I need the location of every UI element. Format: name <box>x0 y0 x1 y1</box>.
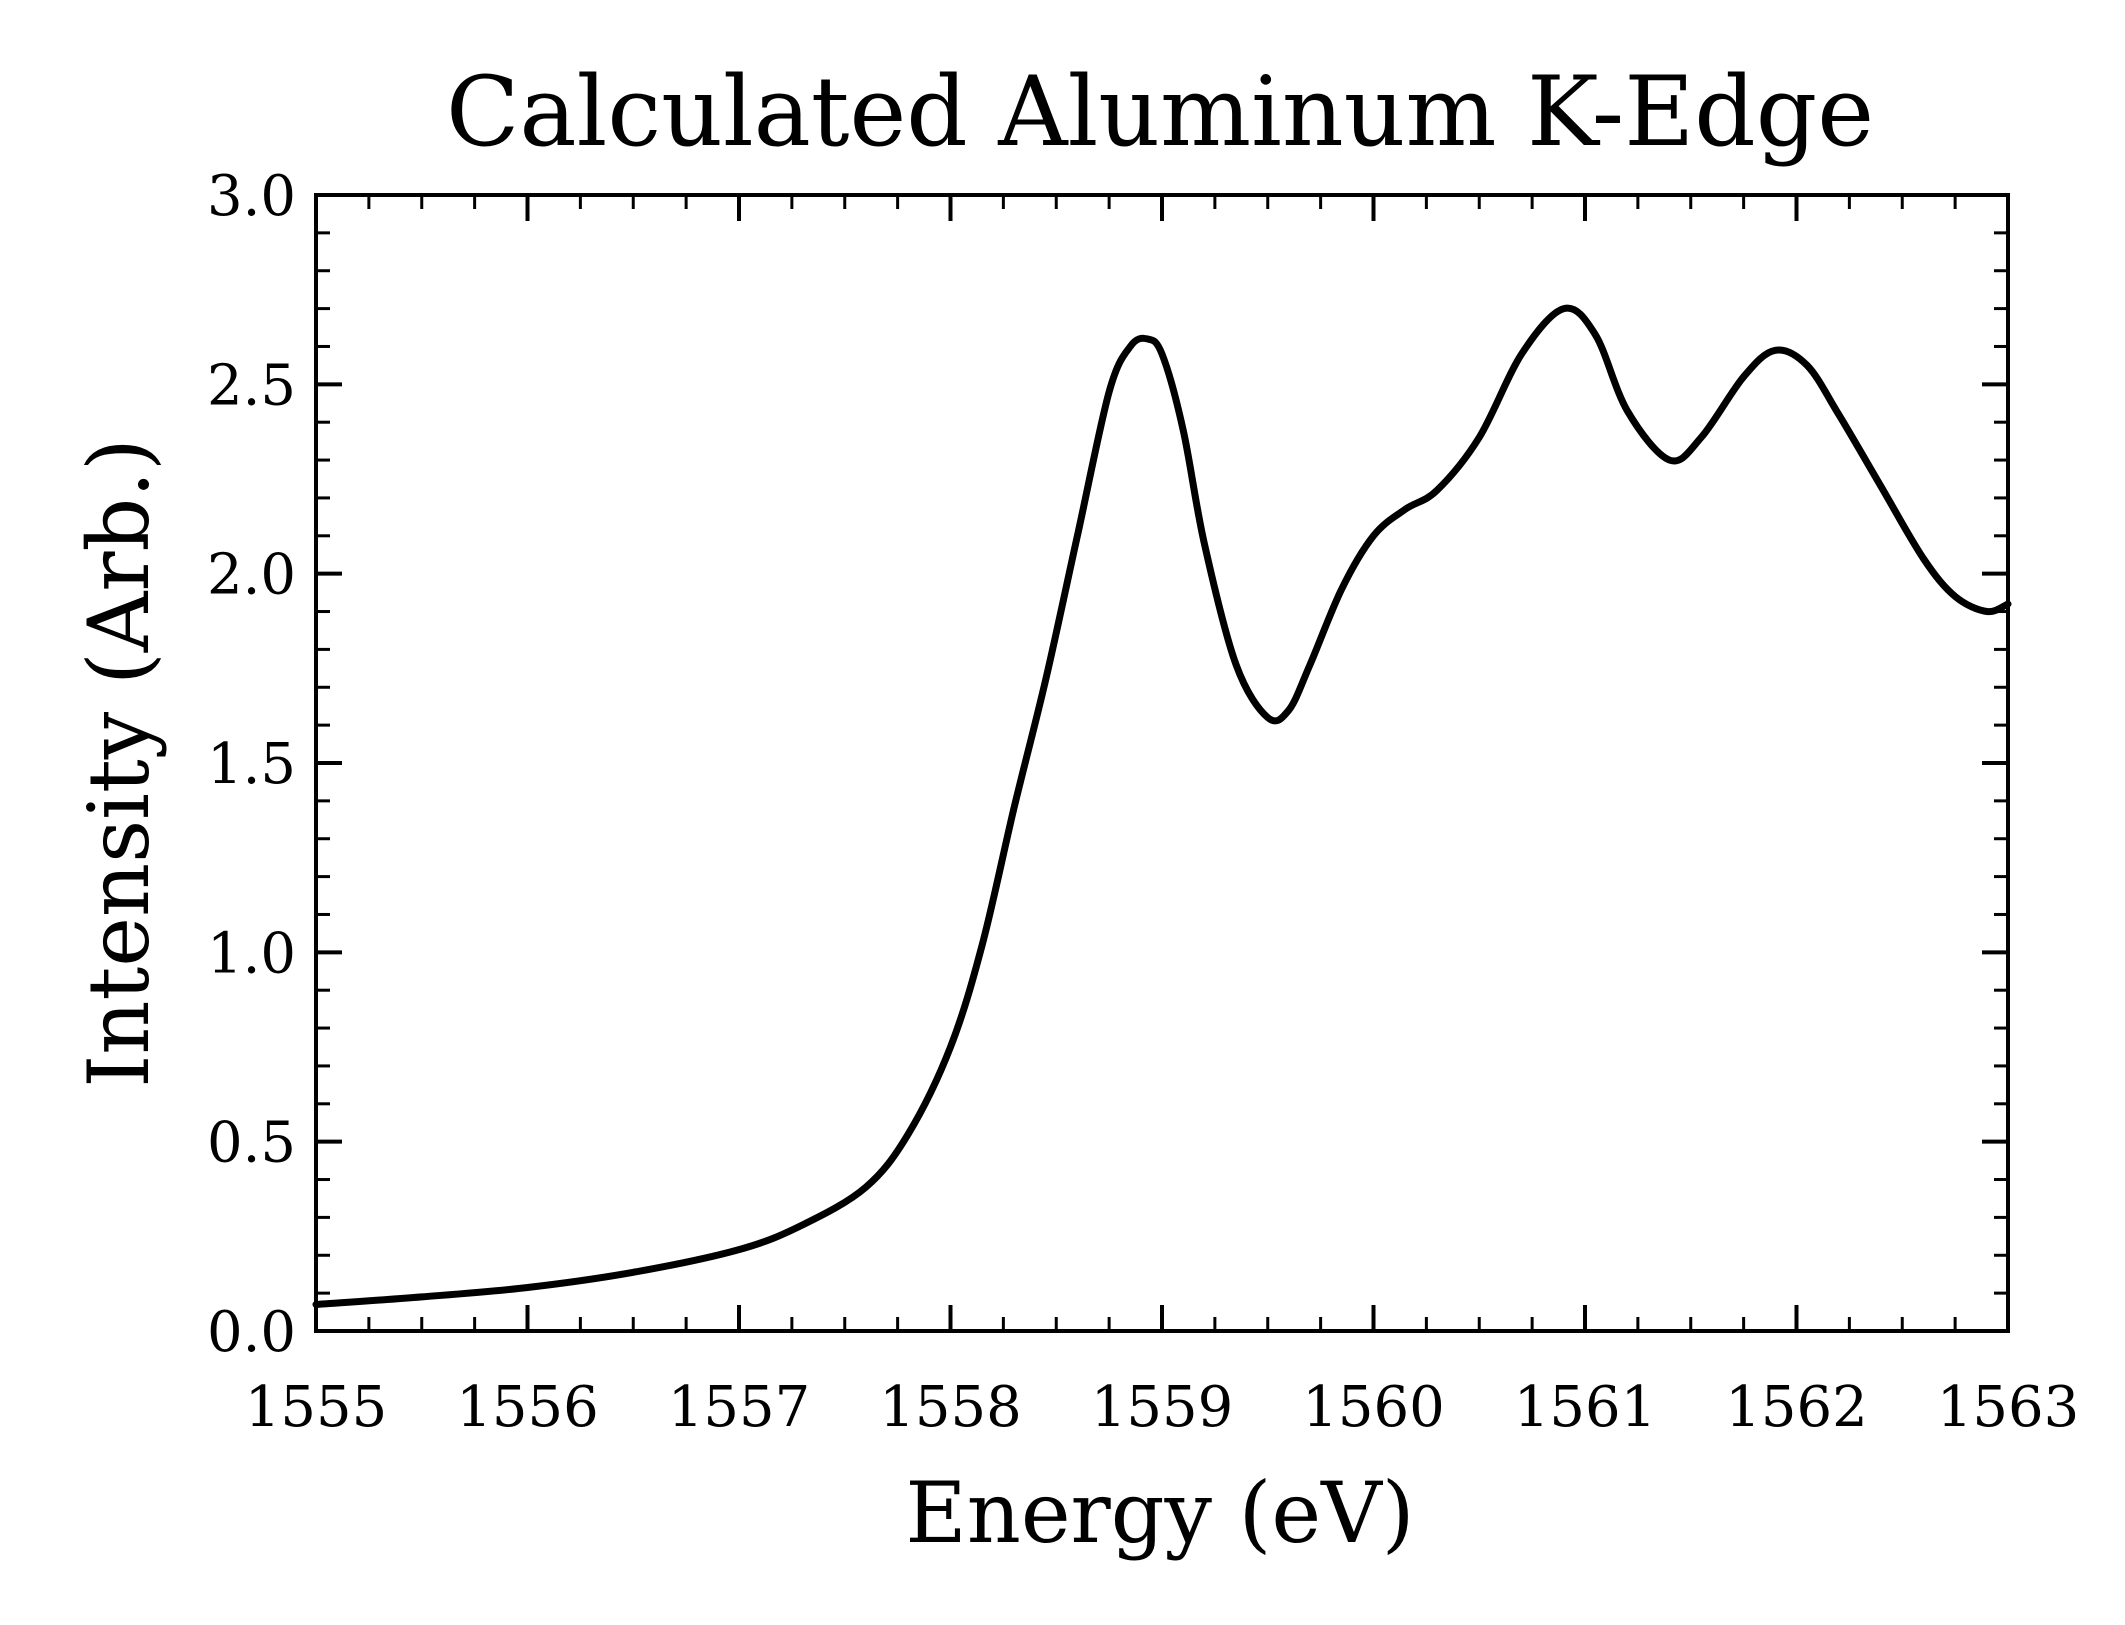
plot-frame <box>314 193 2010 1333</box>
chart-title: Calculated Aluminum K-Edge <box>446 56 1874 168</box>
x-tick-labels: 1555 1556 1557 1558 1559 1560 1561 1562 1563 <box>245 1375 2080 1440</box>
x-tick-label: 1559 <box>1091 1375 1234 1440</box>
x-tick-label: 1563 <box>1937 1375 2080 1440</box>
y-tick-label: 0.5 <box>207 1111 296 1176</box>
x-axis-label: Energy (eV) <box>905 1464 1414 1562</box>
y-tick-labels: 0.0 0.5 1.0 1.5 2.0 2.5 3.0 <box>207 164 296 1365</box>
x-tick-label: 1561 <box>1514 1375 1657 1440</box>
x-tick-label: 1556 <box>456 1375 599 1440</box>
y-axis-label: Intensity (Arb.) <box>70 438 168 1088</box>
y-tick-label: 2.0 <box>207 543 296 608</box>
x-tick-label: 1555 <box>245 1375 388 1440</box>
y-tick-label: 1.5 <box>207 732 296 797</box>
x-tick-label: 1557 <box>668 1375 811 1440</box>
minor-ticks <box>316 195 2008 1331</box>
series-line <box>312 304 2012 1308</box>
major-ticks <box>314 193 2010 1333</box>
y-tick-label: 1.0 <box>207 921 296 986</box>
x-tick-label: 1558 <box>879 1375 1022 1440</box>
y-tick-label: 2.5 <box>207 353 296 418</box>
x-tick-label: 1562 <box>1725 1375 1868 1440</box>
y-tick-label: 0.0 <box>207 1300 296 1365</box>
x-tick-label: 1560 <box>1302 1375 1445 1440</box>
y-tick-label: 3.0 <box>207 164 296 229</box>
